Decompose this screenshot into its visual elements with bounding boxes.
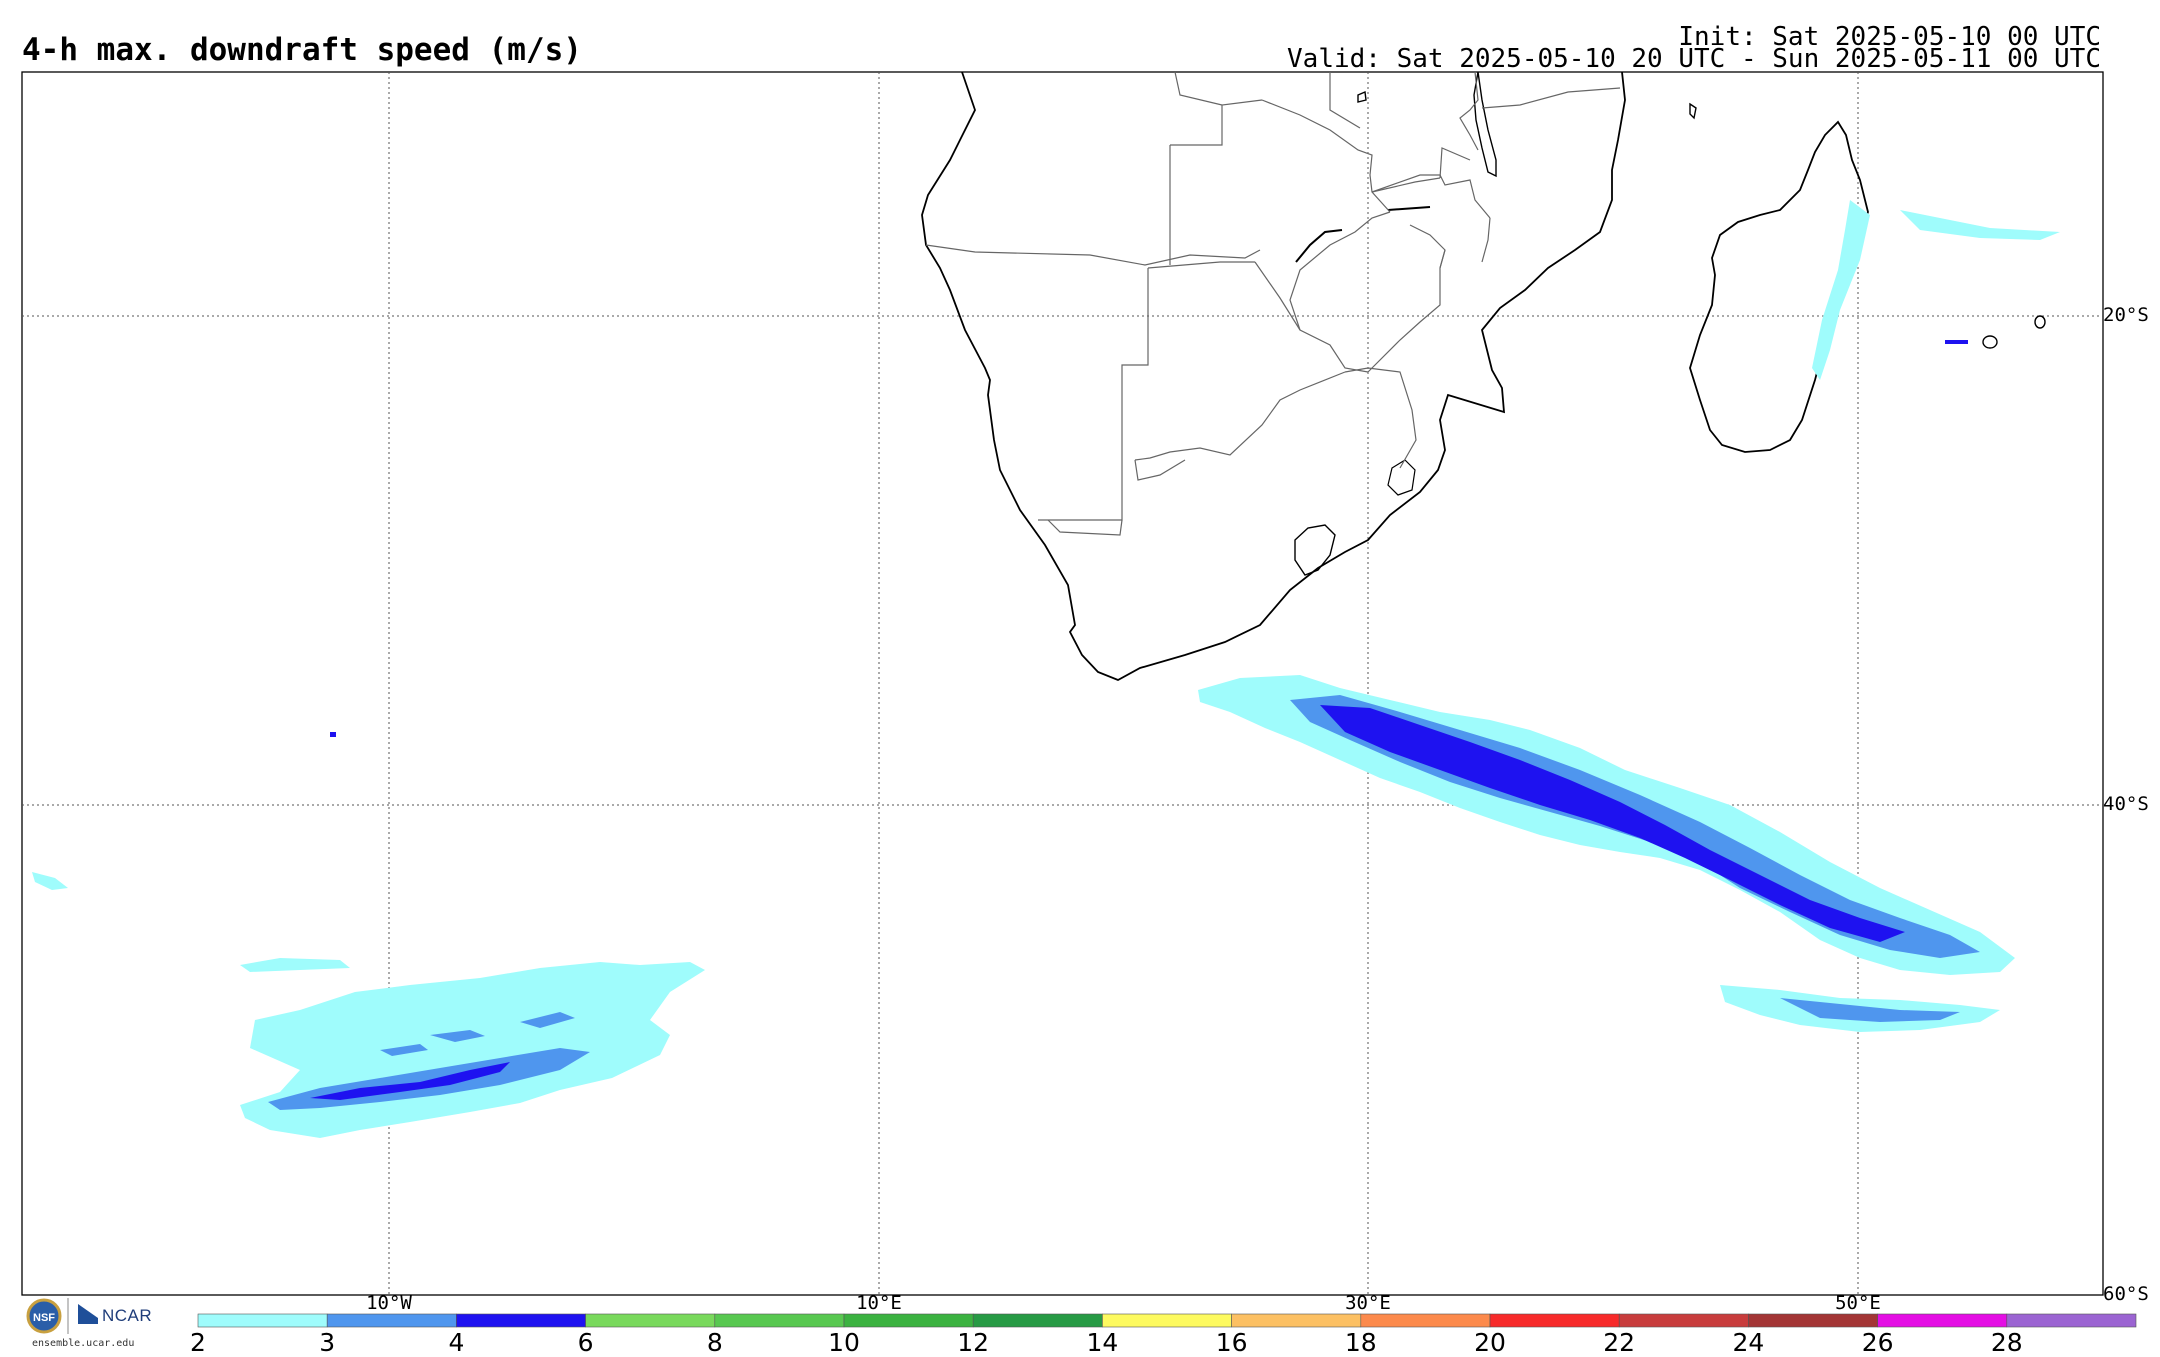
mauritius-coastline: [2034, 315, 2046, 329]
colorbar-segment: [2006, 1313, 2137, 1328]
colorbar-tick-label: 4: [448, 1328, 465, 1357]
lat-label-60s: 60°S: [2103, 1283, 2149, 1305]
colorbar-segment: [1360, 1313, 1491, 1328]
colorbar-tick-label: 3: [319, 1328, 336, 1357]
colorbar-tick-label: 28: [1990, 1328, 2023, 1357]
lon-label-10w: 10°W: [366, 1292, 412, 1314]
map-frame: [21, 71, 2104, 1296]
lake-cahora: [1387, 206, 1431, 211]
nsf-logo: NSF: [26, 1298, 98, 1334]
valid-time: Valid: Sat 2025-05-10 20 UTC - Sun 2025-…: [1287, 44, 2101, 74]
lake-kariba: [1295, 229, 1343, 263]
lat-label-20s: 20°S: [2103, 304, 2149, 326]
ncar-logo-text: NCAR: [102, 1306, 153, 1325]
site-url: ensemble.ucar.edu: [32, 1338, 135, 1349]
colorbar-tick-label: 14: [1086, 1328, 1119, 1357]
map-title: 4-h max. downdraft speed (m/s): [22, 32, 582, 68]
logo-block: NSF NCAR ensemble.ucar.edu: [24, 1296, 164, 1352]
colorbar-segment: [1748, 1313, 1878, 1328]
graticule: [22, 72, 2103, 1295]
colorbar-tick-label: 20: [1474, 1328, 1506, 1357]
africa-coastline: [921, 71, 1626, 681]
country-borders: [925, 71, 1621, 536]
colorbar-tick-label: 18: [1344, 1328, 1377, 1357]
colorbar-segment: [972, 1313, 1103, 1328]
colorbar-tick-label: 8: [706, 1328, 723, 1357]
lake-small: [1357, 90, 1367, 103]
comoros-coastline: [1689, 102, 1697, 120]
init-time: Init: Sat 2025-05-10 00 UTC: [1678, 22, 2101, 52]
lake-malawi: [1473, 71, 1497, 178]
lesotho-border: [1294, 524, 1336, 576]
svg-text:NSF: NSF: [33, 1312, 55, 1324]
lon-label-50e: 50°E: [1835, 1292, 1881, 1314]
reunion-coastline: [1982, 335, 1998, 349]
colorbar-segment: [1618, 1313, 1749, 1328]
colorbar-segment: [1877, 1313, 2008, 1328]
downdraft-field-atlantic: [32, 872, 705, 1138]
colorbar-segment: [197, 1313, 328, 1328]
lon-label-30e: 30°E: [1345, 1292, 1391, 1314]
colorbar-tick-label: 12: [957, 1328, 990, 1357]
lon-label-10e: 10°E: [856, 1292, 902, 1314]
colorbar-segment: [1489, 1313, 1620, 1328]
colorbar-segment: [1102, 1313, 1232, 1328]
colorbar-segment: [1231, 1313, 1362, 1328]
colorbar-tick-label: 16: [1215, 1328, 1248, 1357]
colorbar-segment: [714, 1313, 845, 1328]
colorbar-tick-label: 2: [190, 1328, 206, 1357]
colorbar-tick-label: 10: [828, 1328, 860, 1357]
colorbar-segment: [326, 1313, 457, 1328]
colorbar-tick-label: 6: [577, 1328, 594, 1357]
colorbar-segment: [456, 1313, 586, 1328]
colorbar-tick-label: 22: [1603, 1328, 1636, 1357]
colorbar-tick-label: 24: [1732, 1328, 1765, 1357]
colorbar-segment: [585, 1313, 716, 1328]
downdraft-field-indian: [330, 200, 2060, 1032]
colorbar-tick-label: 26: [1861, 1328, 1894, 1357]
colorbar-segment: [843, 1313, 974, 1328]
lat-label-40s: 40°S: [2103, 793, 2149, 815]
colorbar: [197, 1313, 2137, 1328]
